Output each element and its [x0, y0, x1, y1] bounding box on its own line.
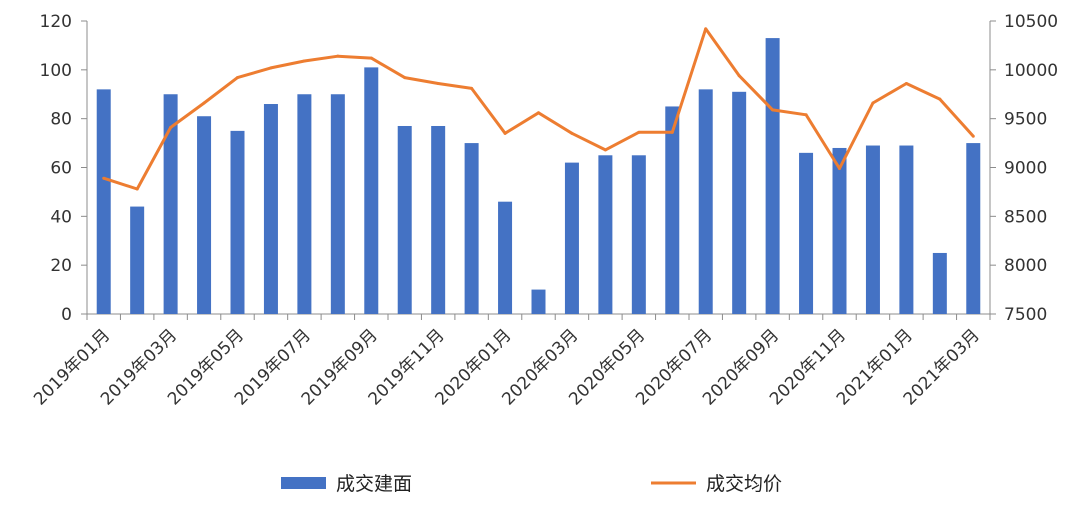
legend-label-line: 成交均价 [706, 473, 782, 495]
bar [96, 89, 111, 314]
bar [865, 145, 880, 314]
bar [966, 143, 981, 314]
line-series [102, 27, 975, 191]
left-tick-label: 40 [50, 207, 72, 227]
left-tick-label: 0 [61, 305, 72, 325]
line-point [236, 76, 239, 80]
line-point [503, 131, 507, 135]
bar [263, 104, 278, 315]
line-point [470, 86, 474, 90]
line-point [269, 66, 273, 70]
line-point [670, 130, 674, 134]
bar [564, 162, 579, 314]
bar [130, 206, 145, 314]
left-tick-label: 120 [40, 12, 72, 32]
bar [531, 289, 546, 314]
bar [464, 143, 479, 314]
right-tick-label: 8500 [1004, 207, 1047, 227]
right-tick-label: 7500 [1004, 305, 1047, 325]
right-tick-label: 8000 [1004, 256, 1047, 276]
line-point [904, 82, 908, 86]
line-point [169, 125, 173, 129]
line-point [737, 74, 741, 78]
bar [732, 91, 747, 314]
right-y-axis: 7500 8000 8500 9000 9500 10000 10500 [989, 12, 1058, 325]
bar [799, 152, 814, 314]
line-point [336, 54, 340, 58]
line-point [537, 111, 540, 115]
bar [932, 252, 947, 314]
bar [364, 67, 379, 315]
right-tick-label: 9000 [1004, 159, 1047, 179]
bar [230, 130, 245, 314]
line-point [102, 176, 106, 180]
left-tick-label: 100 [40, 61, 72, 81]
line-point [838, 166, 841, 170]
line-point [704, 27, 708, 31]
legend-bar-swatch [281, 477, 326, 489]
bar-series [96, 38, 981, 315]
bar [665, 106, 680, 314]
bar [163, 94, 178, 314]
line-point [436, 82, 440, 86]
right-tick-label: 10500 [1004, 12, 1058, 32]
bar [397, 125, 412, 314]
line-point [202, 101, 206, 105]
bar [598, 155, 613, 314]
right-tick-label: 9500 [1004, 110, 1047, 130]
line-point [971, 134, 975, 138]
left-tick-label: 20 [50, 256, 72, 276]
x-axis: 2019年01月2019年03月2019年05月2019年07月2019年09月… [30, 313, 991, 409]
right-tick-label: 10000 [1004, 61, 1058, 81]
line-point [637, 130, 641, 134]
line-point [570, 131, 574, 135]
bar [765, 38, 780, 314]
line-point [871, 101, 875, 105]
left-tick-label: 60 [50, 159, 72, 179]
line-point [369, 56, 373, 60]
bar [698, 89, 713, 314]
line-point [403, 76, 407, 80]
bar [431, 125, 446, 314]
line-point [302, 59, 306, 63]
left-y-axis: 0 20 40 60 80 100 120 [40, 12, 88, 325]
legend: 成交建面 成交均价 [281, 473, 782, 495]
line-point [603, 148, 607, 152]
line-point [938, 97, 942, 101]
bar [832, 147, 847, 314]
line-point [135, 187, 139, 191]
left-tick-label: 80 [50, 110, 72, 130]
bar [197, 116, 212, 314]
line-point [804, 113, 808, 117]
bar [498, 201, 513, 314]
legend-label-bar: 成交建面 [336, 473, 412, 495]
bar [297, 94, 312, 314]
bar [899, 145, 914, 314]
bar [330, 94, 345, 314]
bar [631, 155, 646, 314]
line-point [771, 108, 775, 112]
